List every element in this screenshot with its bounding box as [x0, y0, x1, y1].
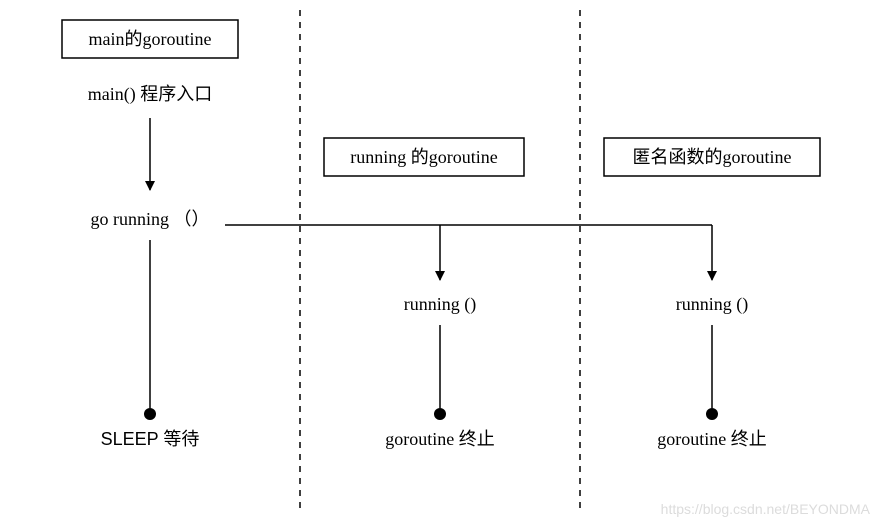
running-end-dot: [434, 408, 446, 420]
running-title-label: running 的goroutine: [350, 147, 497, 167]
watermark-text: https://blog.csdn.net/BEYONDMA: [661, 501, 871, 517]
main-title-label: main的goroutine: [89, 29, 212, 49]
running-end-label: goroutine 终止: [385, 429, 495, 449]
main-spawn-label: go running （）: [91, 209, 210, 229]
anon-end-label: goroutine 终止: [657, 429, 767, 449]
main-end-label: SLEEP 等待: [101, 429, 200, 449]
anon-title-label: 匿名函数的goroutine: [633, 147, 792, 167]
anon-node-label: running (): [676, 294, 748, 315]
running-node-label: running (): [404, 294, 476, 315]
main-end-dot: [144, 408, 156, 420]
main-entry-label: main() 程序入口: [88, 84, 212, 105]
anon-end-dot: [706, 408, 718, 420]
